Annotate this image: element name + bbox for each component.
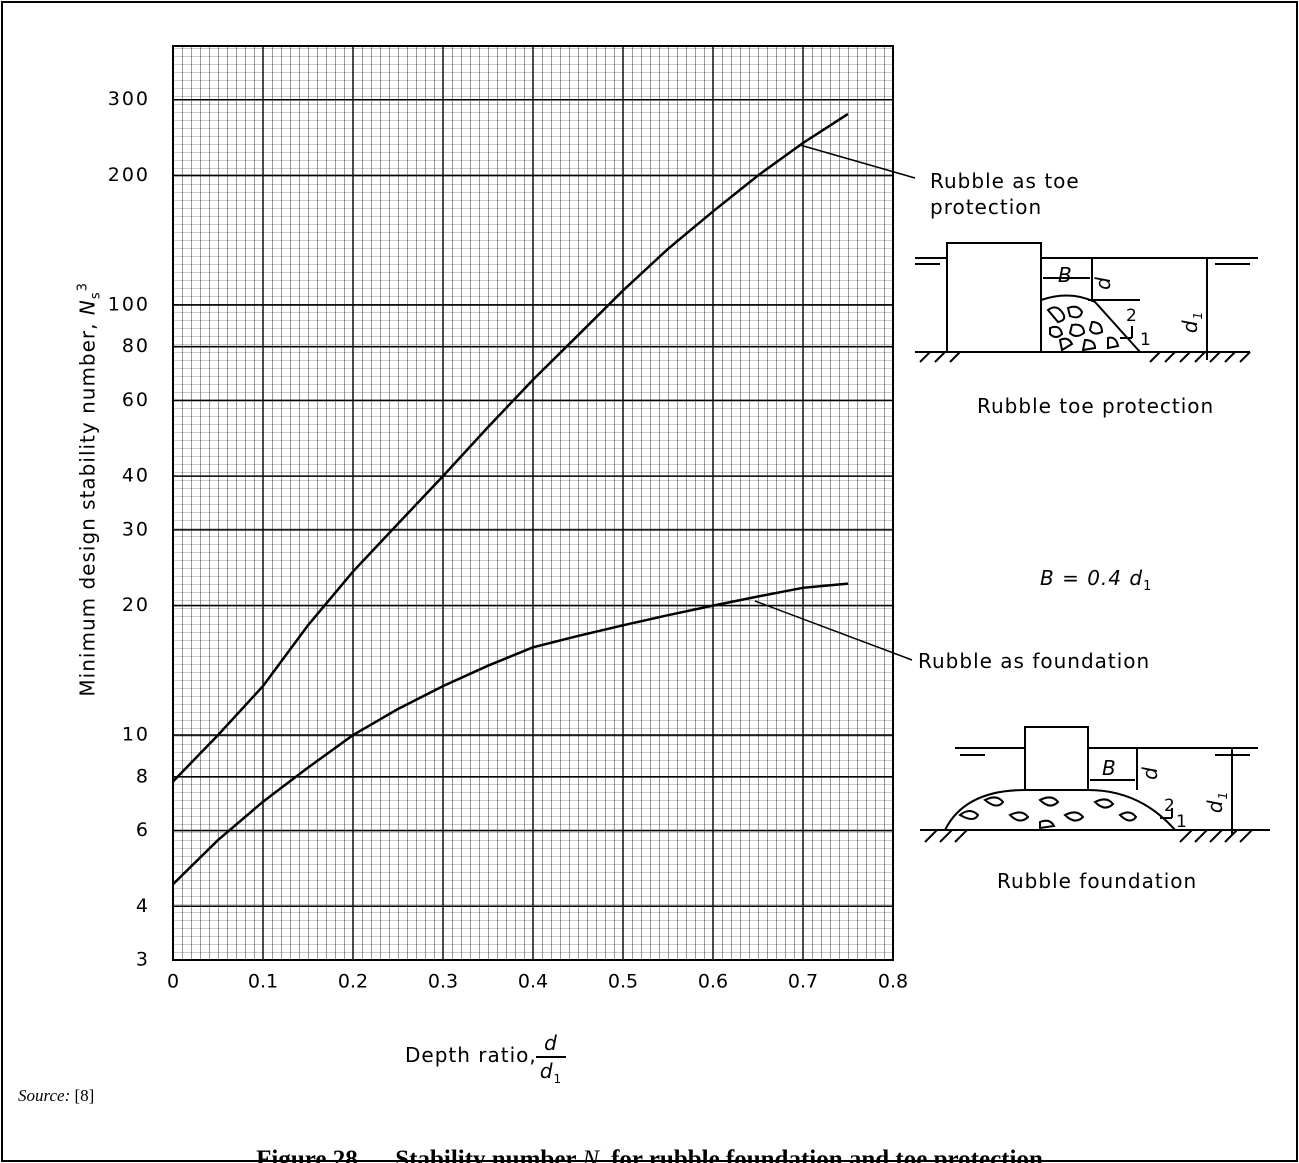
y-label-text: Minimum design stability number, <box>75 322 100 697</box>
y-label-sub: s <box>88 291 104 300</box>
caption-text: Figure 28 — Stability number <box>256 1146 583 1163</box>
x-axis-label: Depth ratio, <box>405 1042 537 1068</box>
x-tick-label: 0.2 <box>338 971 368 993</box>
y-label-sup: 3 <box>75 282 91 292</box>
diagram-label: 2 <box>1164 796 1176 816</box>
y-axis-label: Minimum design stability number, Ns3 <box>71 279 110 699</box>
x-tick-label: 0.1 <box>248 971 278 993</box>
diagram-label: d <box>1090 276 1115 290</box>
diagram-label: 1 <box>1176 812 1188 832</box>
y-tick-label: 4 <box>136 895 150 917</box>
diagram-title: Rubble foundation <box>997 869 1198 893</box>
y-tick-label: 200 <box>108 164 150 186</box>
diagram-label: 1 <box>1140 330 1152 350</box>
series-line <box>172 112 849 783</box>
series-annotation: Rubble as toe protection <box>930 169 1080 219</box>
y-tick-label: 60 <box>122 389 150 411</box>
y-tick-label: 100 <box>108 293 150 315</box>
series-line <box>172 582 849 886</box>
x-tick-label: 0 <box>167 971 179 993</box>
leader <box>754 600 913 661</box>
diagram-label: d1 <box>1177 311 1211 333</box>
series-annotation: Rubble as foundation <box>918 649 1151 673</box>
x-label-den: d1 <box>536 1058 566 1092</box>
d1-text: d <box>1203 799 1228 814</box>
diagram-toe <box>915 242 1258 363</box>
diagram-label: 2 <box>1126 306 1138 326</box>
source: Source: [8] <box>18 1086 94 1106</box>
x-tick-label: 0.5 <box>608 971 638 993</box>
x-label-num: d <box>536 1030 566 1058</box>
x-tick-label: 0.7 <box>788 971 818 993</box>
caption-text: for rubble foundation and toe protection <box>604 1146 1043 1163</box>
x-tick-label: 0.3 <box>428 971 458 993</box>
d1-sub: 1 <box>1191 310 1206 320</box>
formula: B = 0.4 d1 <box>1040 565 1152 600</box>
caption-sub: s <box>599 1161 605 1163</box>
source-ref: [8] <box>74 1086 95 1105</box>
y-tick-label: 6 <box>136 819 150 841</box>
formula-text: B = 0.4 d <box>1040 566 1144 590</box>
d1-text: d <box>1178 319 1203 334</box>
y-tick-label: 80 <box>122 335 150 357</box>
y-tick-label: 300 <box>108 88 150 110</box>
y-tick-label: 8 <box>136 765 150 787</box>
x-label-den-sub: 1 <box>553 1072 563 1086</box>
y-tick-label: 30 <box>122 518 150 540</box>
caption-symbol: N <box>582 1146 599 1163</box>
diagram-label: d1 <box>1202 791 1236 813</box>
y-tick-label: 20 <box>122 594 150 616</box>
x-label-fraction: d d1 <box>536 1030 566 1092</box>
d1-sub: 1 <box>1216 790 1231 800</box>
x-tick-label: 0.4 <box>518 971 548 993</box>
diagram-label: B <box>1102 756 1117 780</box>
diagram-label: B <box>1058 263 1073 287</box>
y-tick-label: 40 <box>122 465 150 487</box>
x-tick-label: 0.6 <box>698 971 728 993</box>
x-tick-label: 0.8 <box>878 971 908 993</box>
y-tick-label: 10 <box>122 724 150 746</box>
diagram-foundation <box>920 726 1270 843</box>
x-label-text: Depth ratio, <box>405 1043 537 1067</box>
formula-sub: 1 <box>1143 579 1153 594</box>
diagram-label: d <box>1137 766 1162 780</box>
source-label: Source: <box>18 1086 71 1105</box>
leader <box>799 144 916 179</box>
caption: Figure 28 — Stability number Ns for rubb… <box>0 1118 1299 1163</box>
y-tick-label: 3 <box>136 949 150 971</box>
x-label-den-text: d <box>539 1059 554 1083</box>
y-label-symbol: N <box>75 299 100 316</box>
diagram-title: Rubble toe protection <box>977 394 1215 418</box>
